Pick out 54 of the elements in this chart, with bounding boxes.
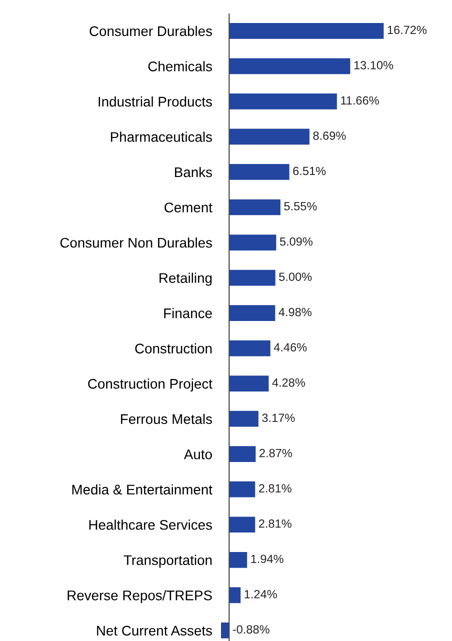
y-tick-label: Industrial Products [98,96,212,107]
y-tick-label: Media & Entertainment [72,484,212,495]
data-label: 3.17% [262,414,295,422]
y-tick-label: Consumer Durables [90,26,212,36]
y-tick-label: Pharmaceuticals [110,132,212,142]
y-tick-label: Reverse Repos/TREPS [68,590,212,604]
bar [229,305,276,321]
bar [229,199,280,216]
bar [229,94,337,110]
y-tick-label: Transportation [124,554,212,568]
y-tick-label: Cement [164,202,212,212]
data-label: 2.81% [258,519,292,528]
bar [229,376,269,392]
data-label: 8.69% [313,132,346,140]
data-label: 4.46% [274,343,307,352]
data-label: 1.24% [244,590,277,598]
y-tick-label: Banks [175,166,212,178]
data-label: 13.10% [354,61,394,70]
bar [229,22,384,39]
data-label: 2.81% [258,484,292,493]
bar [221,622,230,638]
data-label: 1.94% [251,554,284,564]
data-label: -0.88% [232,625,270,634]
y-tick-label: Finance [164,308,212,318]
data-label: 4.28% [272,378,306,387]
y-tick-label: Chemicals [148,61,212,72]
y-tick-label: Consumer Non Durables [60,237,212,248]
y-tick-label: Construction Project [88,378,212,392]
y-tick-label: Auto [184,450,212,460]
bar [229,234,276,250]
bar [229,587,241,604]
bar [229,270,276,286]
y-tick-label: Net Current Assets [97,626,212,636]
data-label: 5.00% [279,272,312,281]
data-label: 4.98% [278,308,312,316]
bar [229,516,256,533]
bar [229,128,310,145]
data-label: 6.51% [293,166,326,176]
data-label: 2.87% [260,448,292,458]
data-label: 5.55% [284,202,317,210]
y-tick-label: Construction [135,343,212,354]
bar [229,481,256,498]
bar [229,410,258,427]
y-tick-label: Ferrous Metals [121,414,212,424]
bar [229,552,248,568]
data-label: 16.72% [388,26,427,34]
bar [229,446,256,462]
y-tick-label: Retailing [160,272,212,286]
bar [229,58,350,74]
bar [229,340,270,356]
data-label: 11.66% [341,96,379,105]
y-tick-label: Healthcare Services [89,520,212,530]
data-label: 5.09% [280,237,312,246]
bar [229,164,290,180]
